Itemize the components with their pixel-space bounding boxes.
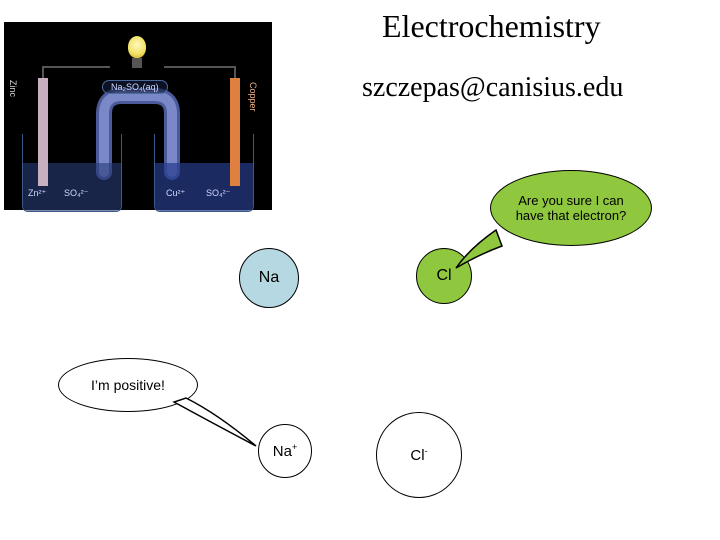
- atom-cl-label: Cl: [436, 267, 451, 285]
- beaker-left: [22, 134, 122, 212]
- subtitle-email: szczepas@canisius.edu: [362, 72, 623, 104]
- atom-cl-minus: Cl-: [376, 412, 462, 498]
- ion-zn: Zn²⁺: [28, 188, 46, 199]
- ion-cu: Cu²⁺: [166, 188, 185, 199]
- ion-so4-right: SO₄²⁻: [206, 188, 230, 199]
- atom-na-label: Na: [259, 269, 279, 287]
- atom-na: Na: [239, 248, 299, 308]
- speech-cl-ask-text: Are you sure I can have that electron?: [505, 193, 637, 223]
- atom-cl-minus-label: Cl-: [410, 446, 427, 464]
- speech-na-positive-tail: [168, 396, 268, 456]
- speech-cl-ask-tail: [452, 224, 512, 274]
- speech-na-positive: I’m positive!: [58, 358, 198, 412]
- speech-cl-ask-bubble: Are you sure I can have that electron?: [490, 170, 652, 246]
- copper-label: Copper: [248, 82, 258, 112]
- electrochemistry-cell-image: Na₂SO₄(aq) Zinc Copper Zn²⁺ SO₄²⁻ Cu²⁺ S…: [4, 22, 272, 210]
- zinc-label: Zinc: [8, 80, 18, 97]
- page-title: Electrochemistry: [382, 8, 601, 45]
- zinc-electrode: [38, 78, 48, 186]
- atom-na-plus-label: Na+: [273, 442, 297, 460]
- ion-so4-left: SO₄²⁻: [64, 188, 88, 199]
- speech-na-positive-text: I’m positive!: [91, 377, 165, 393]
- salt-bridge-label: Na₂SO₄(aq): [102, 80, 168, 94]
- copper-electrode: [230, 78, 240, 186]
- speech-cl-ask: Are you sure I can have that electron?: [490, 170, 652, 246]
